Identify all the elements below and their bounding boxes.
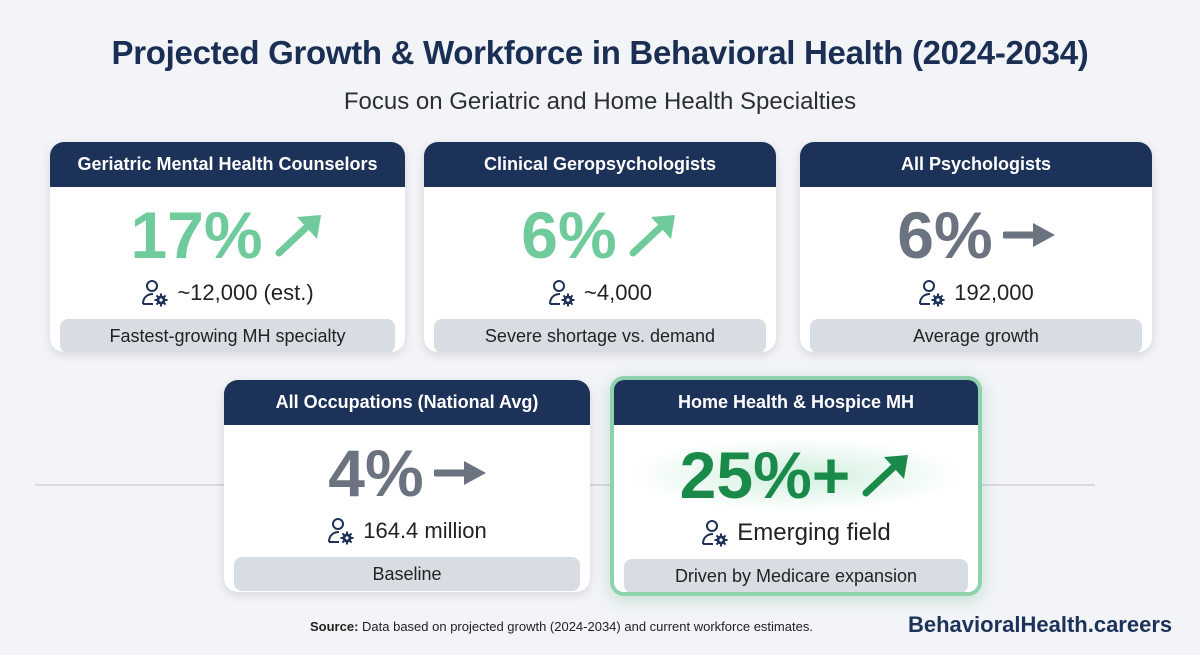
workforce-count: 192,000 [954,280,1034,305]
workforce-count: 164.4 million [363,518,487,543]
growth-percent: 17% [130,198,263,272]
workforce-person-gear-icon [328,518,354,545]
trend-up-arrow-icon [275,215,321,257]
card-header: Clinical Geropsychologists [424,142,776,187]
growth-stat: 6% [424,195,776,275]
source-label: Source: [310,619,359,634]
card-note: Baseline [234,557,580,591]
trend-up-arrow-icon [629,215,675,257]
card-home-health-hospice: Home Health & Hospice MH 25%+ Emerging fie… [610,376,982,596]
growth-stat: 25%+ [614,435,978,515]
workforce-row: 164.4 million [224,513,590,549]
workforce-row: Emerging field [614,515,978,551]
card-header: All Occupations (National Avg) [224,380,590,425]
workforce-person-gear-icon [919,280,945,307]
card-note: Severe shortage vs. demand [434,319,766,352]
card-note: Average growth [810,319,1142,352]
growth-stat: 6% [800,195,1152,275]
workforce-count: ~12,000 (est.) [177,280,314,305]
card-geriatric-counselors: Geriatric Mental Health Counselors 17% ~12… [50,142,405,352]
workforce-row: ~12,000 (est.) [50,275,405,311]
workforce-person-gear-icon [702,520,728,547]
card-clinical-geropsychologists: Clinical Geropsychologists 6% ~4,000 Severe… [424,142,776,352]
growth-percent: 4% [328,436,424,510]
growth-percent: 25%+ [679,438,851,512]
trend-up-arrow-icon [862,455,909,497]
card-note: Fastest-growing MH specialty [60,319,395,352]
trend-flat-arrow-icon [1002,223,1055,247]
workforce-person-gear-icon [549,280,575,307]
growth-percent: 6% [897,198,993,272]
workforce-row: 192,000 [800,275,1152,311]
card-header: Geriatric Mental Health Counselors [50,142,405,187]
trend-flat-arrow-icon [433,461,486,485]
card-note: Driven by Medicare expansion [624,559,968,592]
source-note: Source: Data based on projected growth (… [310,619,813,634]
card-header: Home Health & Hospice MH [614,380,978,425]
growth-stat: 17% [50,195,405,275]
growth-percent: 6% [521,198,617,272]
source-text: Data based on projected growth (2024-203… [358,619,813,634]
card-all-occupations: All Occupations (National Avg) 4% 164.4 mi… [224,380,590,592]
card-header: All Psychologists [800,142,1152,187]
workforce-row: ~4,000 [424,275,776,311]
growth-stat: 4% [224,433,590,513]
page-title: Projected Growth & Workforce in Behavior… [111,34,1089,71]
workforce-person-gear-icon [142,280,168,307]
workforce-count: Emerging field [737,519,891,546]
brand-logo: BehavioralHealth.careers [908,612,1173,637]
card-all-psychologists: All Psychologists 6% 192,000 Average growth [800,142,1152,352]
page-subtitle: Focus on Geriatric and Home Health Speci… [343,88,857,115]
workforce-count: ~4,000 [584,280,652,305]
